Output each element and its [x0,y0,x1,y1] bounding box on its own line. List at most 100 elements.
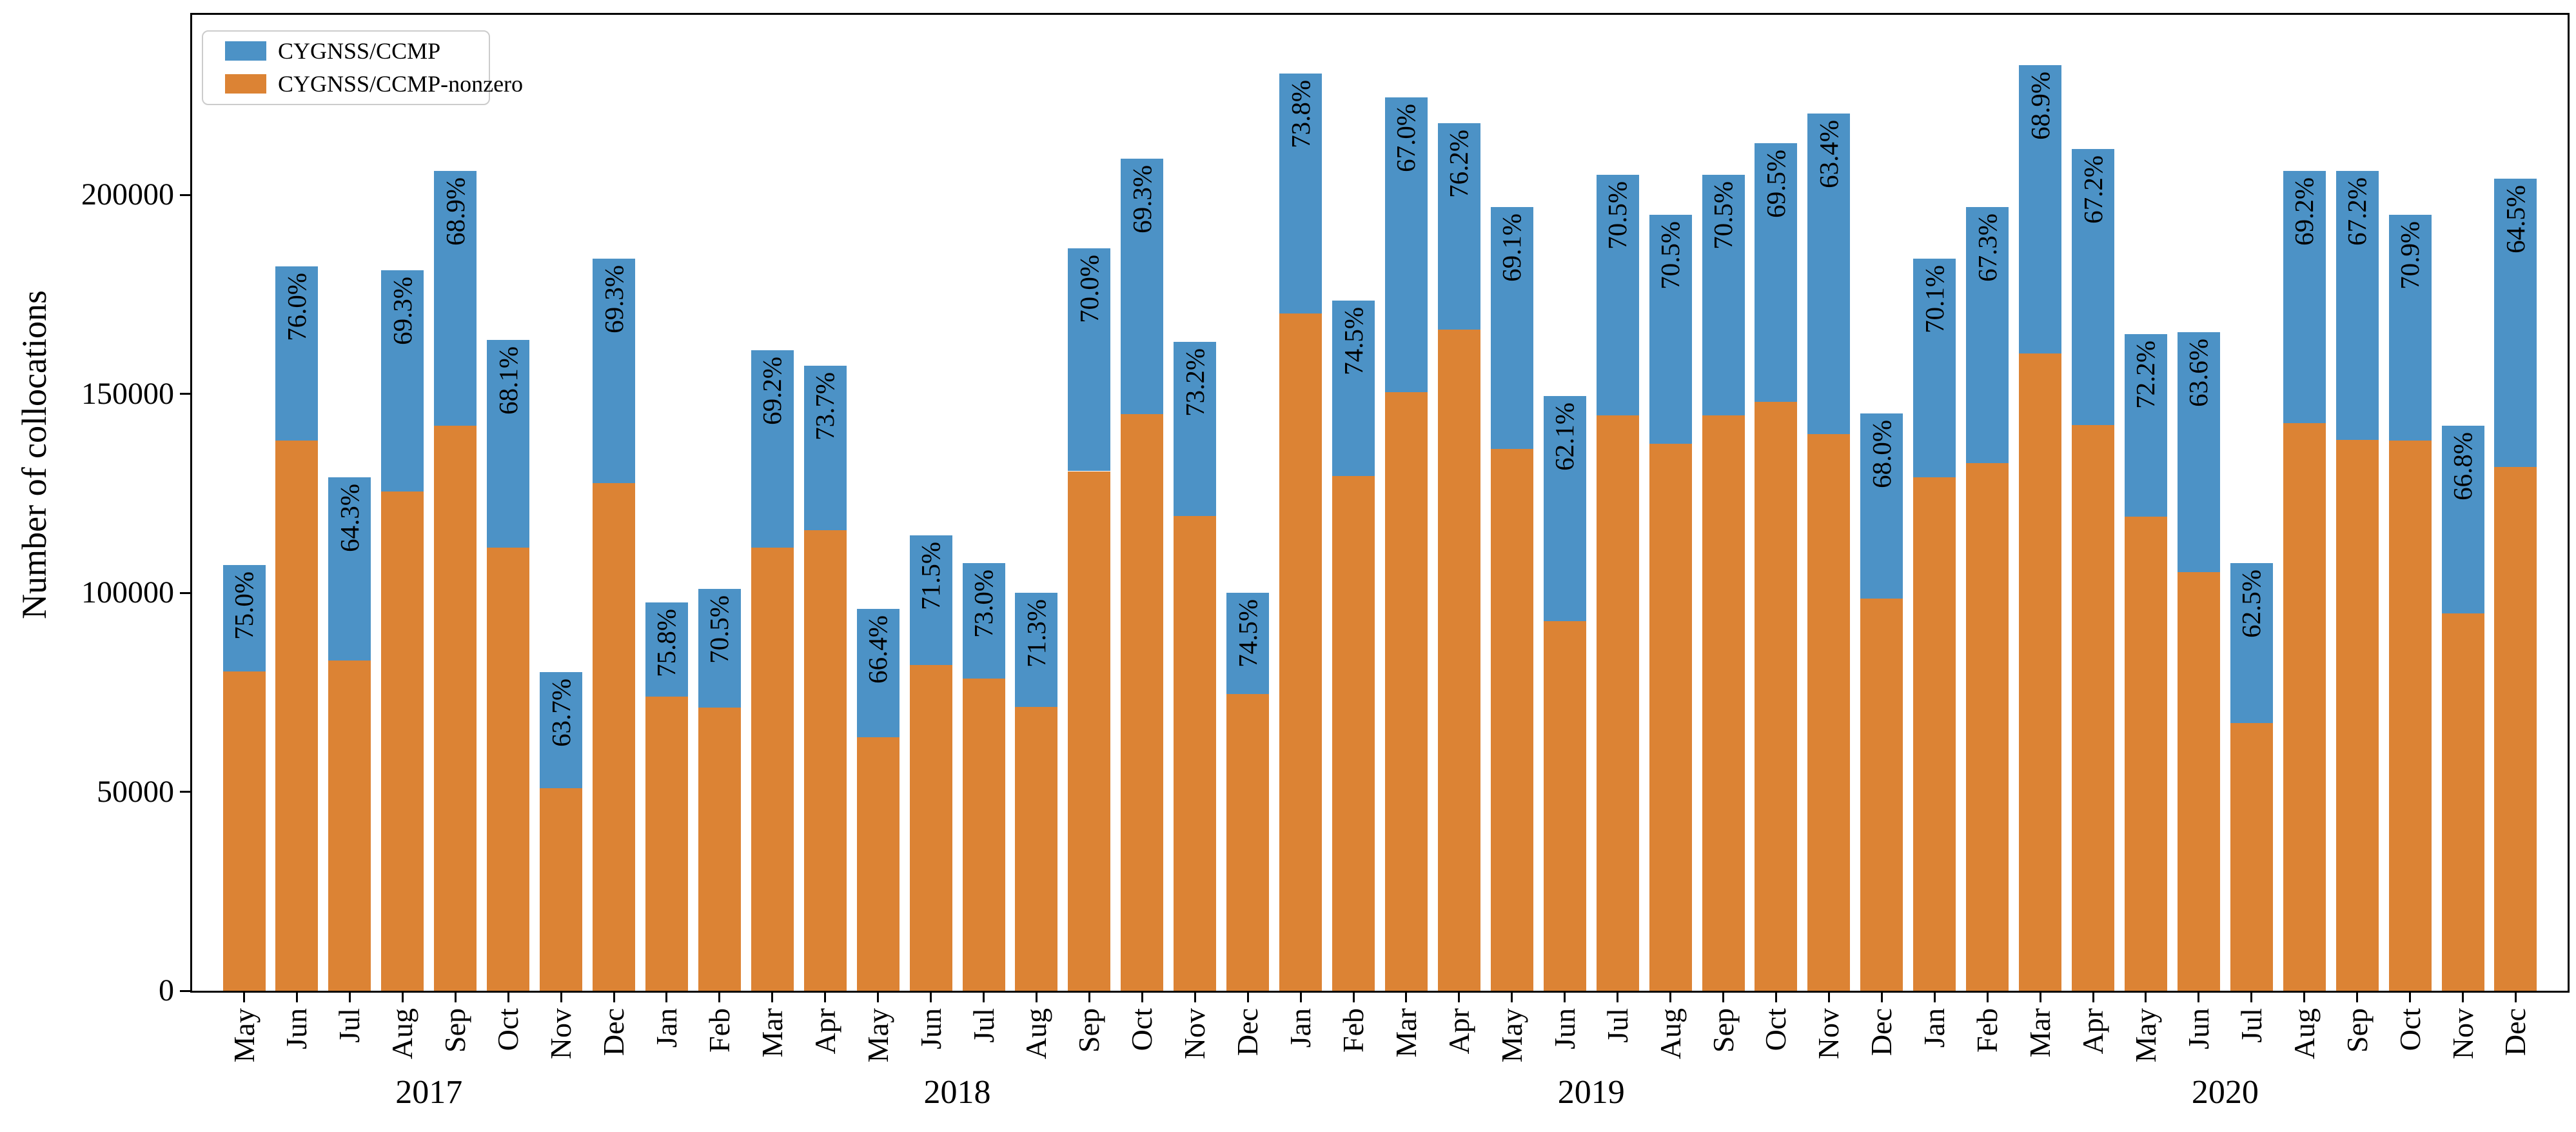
x-axis-tick [1880,993,1883,1002]
x-axis-tick [1564,993,1566,1002]
x-axis-month-label: Jul [333,1008,369,1043]
bar-segment-total [540,672,583,788]
bar-percent-text: 67.2% [2342,177,2372,246]
x-axis-tick [1405,993,1408,1002]
bar-percent-text: 70.5% [1602,181,1633,250]
bar-segment-nonzero [1755,401,1798,991]
bar-percent-text: 64.3% [334,484,364,552]
bar-percent-text: 68.0% [1866,420,1896,489]
bar-percent-text: 69.3% [1126,165,1157,234]
bar-segment-nonzero [1174,515,1217,991]
x-axis-month-text: Jul [967,1008,1000,1043]
x-axis-month-label: Apr [2076,1008,2125,1055]
x-axis-month-label: Apr [809,1008,857,1055]
bar-segment-nonzero [2335,439,2379,991]
bar-segment-nonzero [381,492,424,991]
x-axis-tick [295,993,298,1002]
x-axis-month-text: Sep [1706,1008,1740,1053]
bar-percent-text: 73.8% [1285,79,1315,148]
bar-percent-text: 67.0% [1391,103,1421,172]
x-axis-tick [2092,993,2094,1002]
bar-segment-total [2177,332,2220,572]
bar-percent-text: 64.5% [2500,185,2530,254]
bar-percent-text: 73.2% [1179,348,1210,417]
x-axis-month-label: Oct [491,1008,536,1051]
bar-segment-total [962,562,1005,679]
legend-swatch-blue [225,41,266,61]
bar-segment-total [698,588,741,708]
x-axis-month-label: Jan [650,1008,691,1048]
bar-segment-nonzero [1702,415,1745,991]
x-axis-month-text: Sep [2340,1008,2374,1053]
bar-percent-label: 73.0% [968,570,1039,638]
bar-segment-nonzero [1332,476,1375,991]
x-axis-month-label: Nov [544,1008,597,1059]
x-axis-month-label: Jul [2235,1008,2272,1043]
bar-segment-total [2230,562,2273,724]
bar-segment-nonzero [275,440,319,991]
x-axis-month-text: Oct [491,1008,525,1051]
x-axis-month-label: Aug [1654,1008,1707,1059]
bar-percent-label: 69.1% [1497,213,1567,282]
x-axis-tick [1722,993,1725,1002]
x-axis-month-label: Sep [1072,1008,1119,1053]
x-axis-year-label: 2019 [1557,1074,1625,1111]
bar-percent-text: 67.3% [1972,213,2002,282]
bar-percent-label: 62.1% [1549,402,1620,471]
x-axis-month-label: Oct [1125,1008,1170,1051]
bar-segment-total [645,602,688,697]
bar-segment-total [1649,214,1692,444]
x-axis-tick [1617,993,1619,1002]
bar-segment-nonzero [1068,471,1111,991]
bar-segment-nonzero [2494,467,2537,991]
bar-percent-text: 69.5% [1760,149,1791,218]
x-axis-month-text: Feb [1337,1008,1370,1053]
x-axis-month-text: Aug [2287,1008,2321,1060]
x-axis-month-label: Jul [967,1008,1004,1043]
bar-segment-total [1279,73,1322,314]
bar-percent-text: 76.2% [1444,129,1474,198]
bar-segment-nonzero [1226,694,1270,991]
bar-percent-text: 74.5% [1338,306,1368,375]
x-axis-month-label: Nov [1178,1008,1231,1059]
bar-segment-total [593,258,635,484]
bar-segment-nonzero [1437,330,1480,991]
y-axis-tick-label: 100000 [81,575,174,610]
bar-segment-nonzero [540,788,583,991]
x-axis-month-text: Apr [1442,1008,1475,1055]
bar-segment-total [2283,170,2326,424]
bar-percent-label: 70.9% [2395,221,2465,290]
bar-segment-total [1226,593,1270,695]
bar-segment-total [1068,248,1111,472]
bar-segment-nonzero [1596,415,1639,991]
bar-segment-nonzero [1860,598,1903,991]
bar-percent-label: 67.0% [1391,104,1461,172]
bar-segment-total [328,477,371,661]
legend-item-total: CYGNSS/CCMP [225,39,440,63]
bar-percent-text: 63.6% [2183,338,2214,407]
x-axis-month-label: Aug [2288,1008,2341,1059]
bar-segment-nonzero [1015,707,1058,991]
bar-percent-label: 69.3% [1127,165,1197,233]
bar-percent-label: 67.2% [2078,155,2148,224]
bar-percent-label: 64.5% [2501,185,2571,253]
x-axis-year-label: 2018 [923,1074,991,1111]
x-axis-month-label: Jun [1548,1008,1591,1049]
x-axis-month-text: Jun [914,1008,947,1049]
bar-percent-label: 73.2% [1180,348,1250,417]
x-axis-month-text: Jan [649,1008,683,1048]
bar-segment-nonzero [1543,621,1586,991]
bar-segment-total [909,535,952,665]
bar-segment-nonzero [909,664,952,991]
bar-percent-label: 73.8% [1286,80,1356,148]
x-axis-month-text: Jan [1284,1008,1317,1048]
bar-percent-text: 76.0% [281,273,311,341]
bar-percent-text: 70.0% [1074,255,1104,324]
x-axis-month-label: Nov [2446,1008,2499,1059]
x-axis-tick [1669,993,1672,1002]
bar-segment-total [1543,395,1586,622]
x-axis-month-text: May [861,1008,894,1063]
x-axis-month-label: May [861,1008,918,1062]
bar-segment-nonzero [645,697,688,991]
bar-percent-label: 76.2% [1444,130,1514,198]
